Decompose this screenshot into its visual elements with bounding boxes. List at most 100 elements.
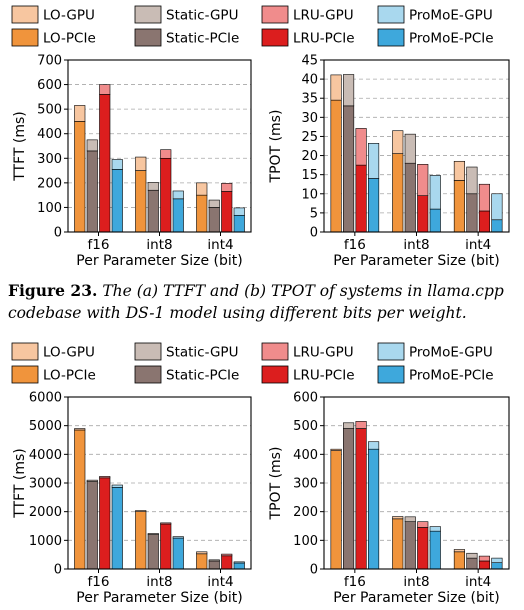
bar-static-gpu: [404, 516, 416, 522]
legend-label-static-pcie: Static-PCIe: [166, 368, 239, 384]
bar-lo-gpu: [330, 448, 342, 451]
y-tick-label: 1000: [29, 534, 62, 549]
bar-lo-pcie: [392, 153, 404, 233]
x-tick-label: int8: [146, 574, 172, 590]
legend-label-static-gpu: Static-GPU: [166, 345, 238, 361]
bar-promoe-gpu: [233, 207, 245, 216]
legend-label-lru-gpu: LRU-GPU: [293, 8, 354, 24]
bar-lru-pcie: [478, 560, 490, 570]
x-tick-label: f16: [88, 237, 110, 253]
caption-text: The (a) TTFT and (b) TPOT of systems in …: [8, 282, 504, 322]
bar-lo-gpu: [196, 182, 208, 196]
bar-promoe-gpu: [429, 526, 441, 532]
x-tick-label: int8: [146, 237, 172, 253]
legend-swatch-lo-gpu: [11, 342, 39, 361]
bar-promoe-pcie: [172, 537, 184, 570]
x-tick-label: int4: [207, 574, 233, 590]
bar-static-gpu: [404, 133, 416, 164]
y-tick-label: 20: [301, 149, 318, 164]
legend-label-lo-gpu: LO-GPU: [43, 345, 95, 361]
bar-lo-gpu: [135, 156, 147, 171]
bar-static-pcie: [86, 150, 98, 233]
bar-lo-pcie: [74, 121, 86, 233]
bar-lru-gpu: [355, 421, 367, 429]
figure-caption: Figure 23. The (a) TTFT and (b) TPOT of …: [8, 280, 518, 324]
bar-lru-pcie: [221, 555, 233, 570]
bar-lo-gpu: [74, 105, 86, 122]
bar-static-gpu: [208, 199, 220, 208]
legend-label-lo-gpu: LO-GPU: [43, 8, 95, 24]
y-axis-title: TTFT (ms): [12, 111, 28, 182]
y-tick-label: 2000: [29, 505, 62, 520]
bar-promoe-pcie: [368, 178, 380, 233]
bar-static-pcie: [343, 105, 355, 233]
y-tick-label: 100: [293, 534, 318, 549]
bar-lru-pcie: [160, 157, 172, 233]
y-tick-label: 200: [293, 505, 318, 520]
bar-static-gpu: [343, 74, 355, 107]
legend-label-lru-pcie: LRU-PCIe: [293, 368, 355, 384]
y-tick-label: 0: [54, 563, 62, 578]
bar-lo-pcie: [74, 429, 86, 570]
x-tick-label: int4: [465, 574, 491, 590]
legend-label-lo-pcie: LO-PCIe: [43, 31, 96, 47]
bar-lru-gpu: [221, 553, 233, 557]
bar-lru-gpu: [478, 555, 490, 562]
bar-static-pcie: [466, 557, 478, 570]
y-tick-label: 0: [310, 563, 318, 578]
bar-lru-gpu: [160, 149, 172, 159]
bar-promoe-pcie: [233, 214, 245, 233]
y-tick-label: 35: [301, 92, 318, 107]
bar-lo-pcie: [453, 180, 465, 233]
bar-static-pcie: [466, 193, 478, 233]
legend-label-promoe-pcie: ProMoE-PCIe: [409, 368, 494, 384]
bar-static-pcie: [208, 560, 220, 570]
bar-promoe-pcie: [429, 208, 441, 233]
bar-static-pcie: [147, 189, 159, 233]
bar-promoe-gpu: [429, 175, 441, 210]
bar-lru-pcie: [160, 523, 172, 570]
bar-promoe-pcie: [111, 169, 123, 233]
x-axis-title: Per Parameter Size (bit): [76, 253, 242, 269]
y-axis-title: TPOT (ms): [268, 110, 284, 184]
y-axis-title: TTFT (ms): [12, 448, 28, 519]
y-tick-label: 30: [301, 111, 318, 126]
y-tick-label: 400: [293, 448, 318, 463]
y-tick-label: 45: [301, 54, 318, 69]
legend-swatch-promoe-pcie: [377, 28, 405, 47]
bar-static-pcie: [86, 481, 98, 570]
bar-promoe-gpu: [172, 536, 184, 539]
bar-lo-pcie: [330, 450, 342, 570]
bar-static-pcie: [147, 534, 159, 570]
legend-swatch-lo-pcie: [11, 28, 39, 47]
axes-frame: [323, 59, 510, 233]
legend-label-static-gpu: Static-GPU: [166, 8, 238, 24]
bar-lo-pcie: [135, 170, 147, 233]
legend-swatch-lru-gpu: [261, 5, 289, 24]
bar-lru-gpu: [99, 84, 111, 95]
bar-promoe-gpu: [111, 159, 123, 170]
bar-static-pcie: [404, 162, 416, 233]
bar-promoe-gpu: [368, 143, 380, 179]
y-tick-label: 6000: [29, 391, 62, 406]
bar-lru-gpu: [160, 522, 172, 525]
x-tick-label: int4: [207, 237, 233, 253]
bar-static-gpu: [86, 139, 98, 152]
y-tick-label: 40: [301, 73, 318, 88]
legend-swatch-static-pcie: [134, 365, 162, 384]
bar-lo-gpu: [392, 516, 404, 520]
legend-swatch-lru-gpu: [261, 342, 289, 361]
legend-label-lru-pcie: LRU-PCIe: [293, 31, 355, 47]
bar-promoe-pcie: [111, 486, 123, 570]
legend-label-promoe-gpu: ProMoE-GPU: [409, 8, 493, 24]
bar-promoe-gpu: [491, 193, 503, 221]
legend-swatch-lo-gpu: [11, 5, 39, 24]
legend-swatch-promoe-pcie: [377, 365, 405, 384]
y-tick-label: 5000: [29, 419, 62, 434]
y-tick-label: 4000: [29, 448, 62, 463]
x-axis-title: Per Parameter Size (bit): [333, 590, 499, 606]
bar-lru-gpu: [99, 476, 111, 479]
bar-lru-pcie: [99, 94, 111, 233]
x-tick-label: int4: [465, 237, 491, 253]
y-tick-label: 100: [37, 201, 62, 216]
